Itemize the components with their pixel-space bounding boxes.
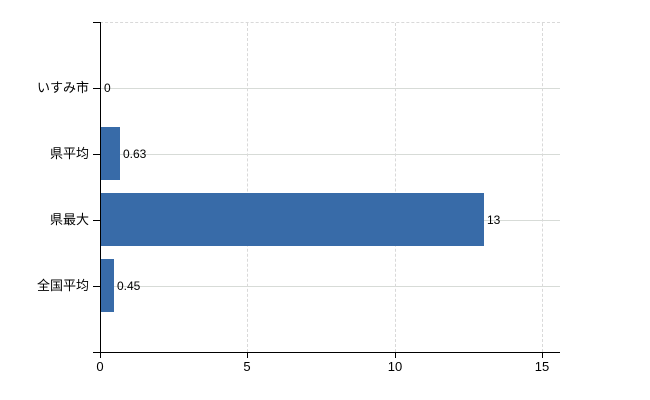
x-axis-tick <box>395 352 396 358</box>
x-axis-tick-label: 0 <box>96 359 104 374</box>
y-gridline <box>101 286 560 287</box>
y-gridline <box>101 154 560 155</box>
y-axis-tick <box>93 88 100 89</box>
x-axis-tick-label: 15 <box>534 359 550 374</box>
x-axis-tick-label: 10 <box>387 359 403 374</box>
x-axis-tick-label: 5 <box>243 359 251 374</box>
y-axis-tick <box>93 220 100 221</box>
x-axis-tick <box>100 352 101 358</box>
bar-value-label: 0.63 <box>123 147 147 161</box>
x-gridline <box>542 23 543 352</box>
y-axis-tick <box>93 286 100 287</box>
x-gridline <box>247 23 248 352</box>
y-gridline <box>101 88 560 89</box>
bar <box>101 193 484 246</box>
y-axis-line <box>100 22 101 352</box>
y-axis-tick <box>93 22 100 23</box>
bar-value-label: 13 <box>487 213 501 227</box>
bar <box>101 259 114 312</box>
y-axis-category-label: 県最大 <box>49 212 89 227</box>
y-axis-category-label: 全国平均 <box>36 278 89 293</box>
y-axis-category-label: いすみ市 <box>36 80 89 95</box>
bar <box>101 127 120 180</box>
y-axis-tick <box>93 154 100 155</box>
y-axis-category-label: 県平均 <box>49 146 89 161</box>
x-axis-tick <box>542 352 543 358</box>
bar-value-label: 0.45 <box>117 279 141 293</box>
plot-top-border <box>100 22 560 23</box>
bar-value-label: 0 <box>104 81 111 95</box>
x-axis-line <box>93 352 560 353</box>
x-axis-tick <box>247 352 248 358</box>
x-gridline <box>395 23 396 352</box>
